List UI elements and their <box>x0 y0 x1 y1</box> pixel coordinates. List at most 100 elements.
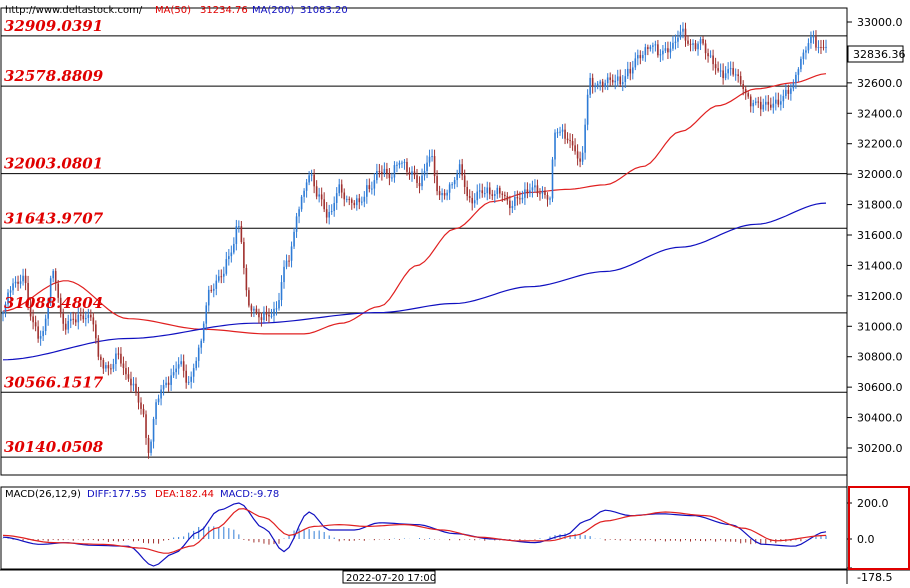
candle-body <box>140 402 142 409</box>
candle-body <box>235 226 238 244</box>
candle-body <box>263 311 265 321</box>
candle-body <box>363 196 366 202</box>
candle-body <box>358 198 361 203</box>
candle-body <box>343 192 346 200</box>
candle-body <box>478 190 481 192</box>
candle-body <box>812 36 815 38</box>
candle-body <box>378 171 381 173</box>
candle-body <box>9 290 12 293</box>
candle-body <box>732 68 734 75</box>
candle-body <box>82 315 85 320</box>
time-label-box <box>342 570 436 584</box>
price-axis: 33000.032800.032600.032400.032200.032000… <box>847 16 903 455</box>
candle-body <box>64 323 67 330</box>
candle-body <box>77 314 80 323</box>
candle-body <box>383 168 386 174</box>
candle-body <box>290 246 293 261</box>
candle-body <box>634 58 637 68</box>
candle-body <box>97 338 100 357</box>
candle-body <box>130 378 132 386</box>
ma50-label: MA(50) <box>155 5 191 16</box>
candle-body <box>556 132 559 134</box>
candle-body <box>642 55 644 59</box>
candle-body <box>516 197 519 199</box>
candle-body <box>240 226 243 243</box>
candle-body <box>355 198 358 206</box>
candle-body <box>712 55 714 65</box>
candle-body <box>734 74 737 76</box>
candle-body <box>822 47 825 49</box>
candle-body <box>777 99 780 105</box>
candle-body <box>581 152 584 162</box>
price-tick-label: 31600.0 <box>857 229 903 242</box>
candle-body <box>737 74 739 77</box>
price-tick-label: 31800.0 <box>857 199 903 212</box>
candle-body <box>802 52 805 59</box>
candle-body <box>727 69 729 74</box>
macd-dea-line <box>2 508 827 554</box>
candle-body <box>275 308 278 310</box>
level-label: 31643.9707 <box>4 209 104 227</box>
candle-body <box>591 77 594 87</box>
candle-body <box>649 46 652 50</box>
candle-body <box>644 47 647 56</box>
candle-body <box>584 124 586 153</box>
candle-body <box>210 289 213 291</box>
candle-body <box>253 308 255 311</box>
candle-body <box>313 174 315 187</box>
candle-body <box>135 383 137 393</box>
candle-body <box>421 175 423 187</box>
candle-body <box>44 318 47 332</box>
candle-body <box>85 317 87 320</box>
level-label: 32003.0801 <box>4 155 103 173</box>
candle-body <box>413 171 416 176</box>
candle-body <box>230 252 233 257</box>
ma200-value: 31083.20 <box>300 5 348 16</box>
candle-body <box>115 353 117 365</box>
candle-body <box>544 190 546 195</box>
candle-body <box>629 68 632 74</box>
candle-body <box>52 271 54 279</box>
candle-body <box>722 70 724 79</box>
candle-body <box>386 168 388 174</box>
candle-body <box>368 185 371 190</box>
candle-body <box>325 209 328 218</box>
candle-body <box>576 151 579 159</box>
candle-body <box>724 73 727 79</box>
candle-body <box>125 368 127 375</box>
macd-tick-label: 200.0 <box>857 497 889 510</box>
candle-body <box>197 347 200 361</box>
ma200-label: MA(200) <box>252 5 294 16</box>
candle-body <box>155 402 157 420</box>
candle-body <box>22 275 24 282</box>
candle-body <box>248 290 250 306</box>
candle-body <box>102 359 105 369</box>
level-labels: 32909.0391 32578.8809 32003.0801 31643.9707… <box>4 17 104 456</box>
candle-body <box>223 273 225 277</box>
candle-body <box>295 216 298 232</box>
candle-body <box>300 196 303 210</box>
candle-body <box>752 102 755 107</box>
candle-body <box>483 193 486 195</box>
candle-body <box>672 42 674 49</box>
candle-body <box>338 184 341 194</box>
candle-body <box>654 44 657 46</box>
candle-body <box>303 190 305 197</box>
candle-body <box>57 283 60 298</box>
candle-body <box>747 93 750 97</box>
candle-body <box>589 77 591 95</box>
candle-body <box>293 231 295 247</box>
candle-body <box>416 175 418 183</box>
price-tick-label: 30400.0 <box>857 412 903 425</box>
candle-body <box>14 281 17 284</box>
candle-body <box>388 173 391 179</box>
candle-body <box>283 266 285 283</box>
candle-body <box>521 197 524 200</box>
candle-body <box>265 311 268 315</box>
candle-body <box>458 164 461 174</box>
candle-body <box>127 374 130 379</box>
candle-body <box>702 39 704 44</box>
candle-body <box>689 43 692 45</box>
candle-body <box>308 175 310 183</box>
candle-body <box>112 364 115 369</box>
